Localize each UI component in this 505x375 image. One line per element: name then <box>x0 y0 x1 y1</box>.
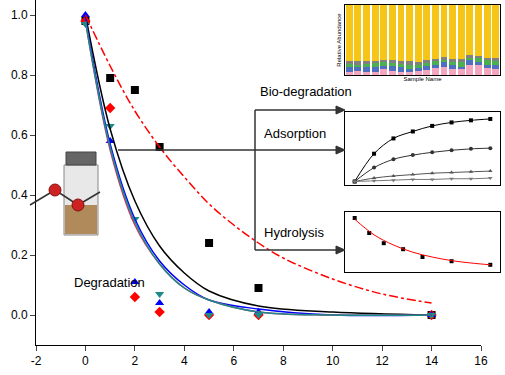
svg-text:0.4: 0.4 <box>11 188 28 202</box>
svg-text:6: 6 <box>230 354 237 368</box>
svg-text:8: 8 <box>280 354 287 368</box>
svg-text:0: 0 <box>82 354 89 368</box>
svg-text:16: 16 <box>474 354 488 368</box>
svg-text:10: 10 <box>326 354 340 368</box>
svg-text:Sample Name: Sample Name <box>403 76 442 82</box>
svg-text:0.0: 0.0 <box>11 308 28 322</box>
svg-text:4: 4 <box>181 354 188 368</box>
svg-text:14: 14 <box>425 354 439 368</box>
svg-text:1.0: 1.0 <box>11 8 28 22</box>
svg-text:Bio-degradation: Bio-degradation <box>260 84 352 99</box>
svg-text:Adsorption: Adsorption <box>264 126 326 141</box>
svg-text:0.8: 0.8 <box>11 68 28 82</box>
svg-text:Hydrolysis: Hydrolysis <box>264 225 324 240</box>
svg-text:12: 12 <box>375 354 389 368</box>
svg-text:0.2: 0.2 <box>11 248 28 262</box>
svg-text:-2: -2 <box>31 354 42 368</box>
svg-text:Degradation: Degradation <box>74 275 145 290</box>
svg-text:0.6: 0.6 <box>11 128 28 142</box>
svg-text:2: 2 <box>132 354 139 368</box>
svg-text:Relative Abundance: Relative Abundance <box>336 13 342 67</box>
